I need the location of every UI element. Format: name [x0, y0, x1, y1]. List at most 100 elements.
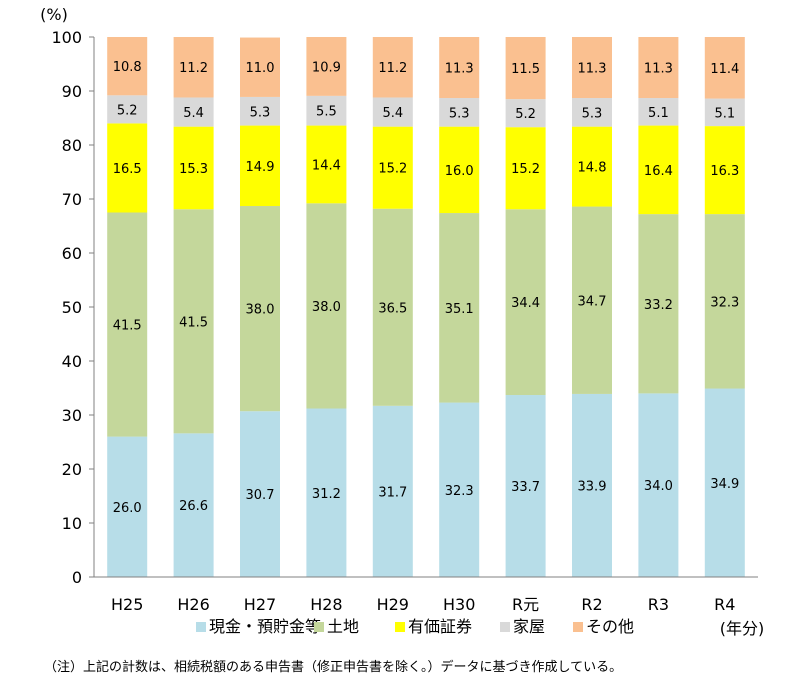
legend-swatch	[314, 622, 324, 632]
bar-segment	[173, 209, 214, 434]
bar-segment	[638, 37, 679, 99]
bar-segment	[704, 37, 745, 99]
bar-segment	[572, 98, 612, 127]
bar-segment	[572, 206, 612, 394]
data-label: 38.0	[246, 303, 275, 318]
data-label: 32.3	[445, 484, 474, 499]
legend-swatch	[196, 622, 206, 632]
y-tick-label: 90	[62, 82, 82, 101]
y-tick-label: 30	[62, 406, 82, 425]
data-label: 16.4	[644, 164, 673, 179]
bar-segment	[572, 393, 612, 577]
data-label: 15.2	[511, 162, 540, 177]
x-tick-label: H26	[177, 595, 209, 614]
bar-segment	[704, 388, 745, 577]
data-label: 11.0	[246, 61, 275, 76]
x-unit-label: (年分)	[720, 619, 765, 638]
legend-label: その他	[586, 617, 634, 636]
bar-segment	[240, 411, 280, 577]
legend-label: 現金・預貯金等	[209, 617, 321, 636]
y-tick-label: 0	[72, 568, 82, 587]
bar-segment	[372, 37, 413, 98]
data-label: 30.7	[246, 488, 275, 503]
legend: 現金・預貯金等 土地 有価証券 家屋 その他	[196, 617, 634, 636]
bar-segment	[372, 97, 413, 127]
x-tick-label: H30	[443, 595, 475, 614]
y-unit-label: (%)	[40, 5, 68, 24]
data-label: 11.3	[578, 62, 607, 77]
x-tick-label: R3	[648, 595, 669, 614]
data-label: 16.3	[710, 164, 739, 179]
y-tick-label: 100	[51, 28, 82, 47]
data-label: 32.3	[710, 295, 739, 310]
data-label: 33.9	[578, 479, 607, 494]
bar-segment	[505, 395, 546, 577]
data-label: 5.4	[183, 106, 204, 121]
bar-segment	[505, 127, 546, 210]
bar-segment	[173, 37, 214, 98]
bar-segment	[306, 408, 347, 577]
bar-segment	[173, 433, 214, 577]
bar-segment	[240, 206, 280, 412]
data-label: 15.3	[179, 162, 208, 177]
data-label: 33.2	[644, 298, 673, 313]
data-label: 11.2	[378, 61, 407, 76]
data-label: 5.3	[582, 106, 603, 121]
x-axis: H25 H26 H27 H28 H29 H30 R元 R2 R3 R4	[94, 576, 758, 614]
data-label: 10.8	[113, 60, 142, 75]
data-label: 14.8	[578, 161, 607, 176]
bar-segment	[505, 209, 546, 396]
bar-segment	[240, 96, 280, 126]
bar-segment	[704, 126, 745, 215]
bar-segment	[638, 214, 679, 394]
data-label: 34.7	[578, 294, 607, 309]
data-label: 16.0	[445, 164, 474, 179]
x-tick-label: R元	[512, 595, 539, 614]
bar-segment	[638, 393, 679, 577]
bar-segment	[638, 98, 679, 126]
bar-segment	[240, 37, 280, 97]
data-label: 5.1	[648, 106, 669, 121]
data-label: 34.9	[710, 477, 739, 492]
bar-segment	[240, 125, 280, 207]
data-label: 11.3	[644, 62, 673, 77]
bar-segment	[505, 99, 546, 128]
data-label: 35.1	[445, 302, 474, 317]
data-label: 5.2	[515, 107, 536, 122]
x-tick-label: H25	[111, 595, 143, 614]
bar-segment	[505, 37, 546, 100]
bar-segment	[372, 405, 413, 577]
data-label: 34.4	[511, 296, 540, 311]
data-label: 33.7	[511, 480, 540, 495]
data-label: 11.4	[710, 62, 739, 77]
legend-swatch	[395, 622, 405, 632]
bar-segment	[306, 37, 347, 96]
y-tick-label: 80	[62, 136, 82, 155]
bar-segment	[107, 123, 148, 213]
bar-segment	[107, 212, 148, 437]
bar-segment	[572, 126, 612, 207]
bar-segment	[107, 37, 148, 96]
legend-label: 有価証券	[408, 617, 472, 636]
bar-segment	[439, 126, 480, 214]
bar-stack-4: 31.2 38.0 14.4 5.5 10.9	[306, 37, 347, 577]
bar-segment	[372, 126, 413, 209]
bar-stack-10: 34.9 32.3 16.3 5.1 11.4	[704, 37, 745, 577]
bars: 26.0 41.5 16.5 5.2 10.8 26.6 41.5 15.3 5.4 11.2 30…	[107, 37, 745, 577]
data-label: 31.2	[312, 487, 341, 502]
bar-stack-9: 34.0 33.2 16.4 5.1 11.3	[638, 37, 679, 577]
data-label: 26.6	[179, 499, 208, 514]
data-label: 11.2	[179, 61, 208, 76]
bar-stack-3: 30.7 38.0 14.9 5.3 11.0	[240, 37, 280, 577]
y-tick-label: 20	[62, 460, 82, 479]
data-label: 11.5	[511, 62, 540, 77]
bar-segment	[306, 203, 347, 409]
x-tick-label: R2	[581, 595, 602, 614]
bar-segment	[173, 126, 214, 210]
data-label: 10.9	[312, 60, 341, 75]
bar-segment	[173, 97, 214, 127]
bar-stack-5: 31.7 36.5 15.2 5.4 11.2	[372, 37, 413, 577]
y-tick-label: 70	[62, 190, 82, 209]
data-label: 11.3	[445, 62, 474, 77]
data-label: 41.5	[179, 315, 208, 330]
